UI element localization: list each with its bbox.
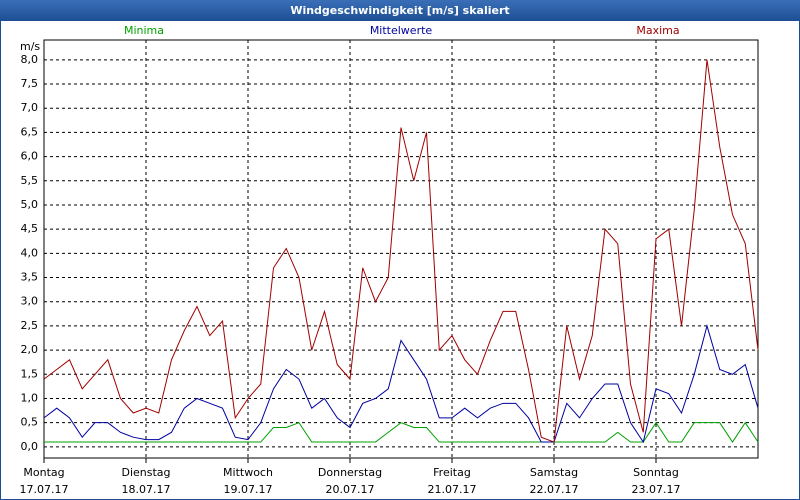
x-tick-label: Montag [23,466,64,479]
y-tick-label: 7,0 [21,101,39,114]
x-tick-date: 22.07.17 [530,483,579,496]
y-tick-label: 4,0 [21,246,39,259]
y-tick-label: 3,0 [21,295,39,308]
x-tick-date: 18.07.17 [122,483,171,496]
x-tick-date: 19.07.17 [224,483,273,496]
y-tick-label: 6,0 [21,150,39,163]
y-tick-label: 7,5 [21,77,39,90]
y-tick-label: 5,0 [21,198,39,211]
x-tick-date: 20.07.17 [326,483,375,496]
x-tick-label: Dienstag [121,466,170,479]
chart-title: Windgeschwindigkeit [m/s] skaliert [290,4,509,17]
x-tick-label: Mittwoch [223,466,273,479]
series-line [44,421,759,443]
y-unit: m/s [20,40,40,53]
x-tick-date: 21.07.17 [428,483,477,496]
y-tick-label: 1,5 [21,367,39,380]
y-tick-label: 5,5 [21,174,39,187]
y-tick-label: 1,0 [21,391,39,404]
y-tick-label: 2,0 [21,343,39,356]
y-tick-label: 6,5 [21,125,39,138]
x-tick-label: Freitag [433,466,471,479]
series-line [43,59,759,443]
y-tick-label: 4,5 [21,222,39,235]
y-tick-label: 2,5 [21,319,39,332]
y-tick-label: 3,5 [21,271,39,284]
x-tick-date: 23.07.17 [632,483,681,496]
x-tick-label: Samstag [530,466,578,479]
x-tick-label: Donnerstag [318,466,382,479]
title-bar [0,0,800,21]
plot-area [43,39,759,459]
x-tick-label: Sonntag [633,466,679,479]
series-line [43,324,759,444]
y-tick-label: 0,0 [21,440,39,453]
y-tick-label: 0,5 [21,416,39,429]
legend-label: Mittelwerte [370,24,433,37]
legend-label: Maxima [636,24,679,37]
y-tick-label: 8,0 [21,53,39,66]
legend-label: Minima [124,24,164,37]
x-tick-date: 17.07.17 [20,483,69,496]
